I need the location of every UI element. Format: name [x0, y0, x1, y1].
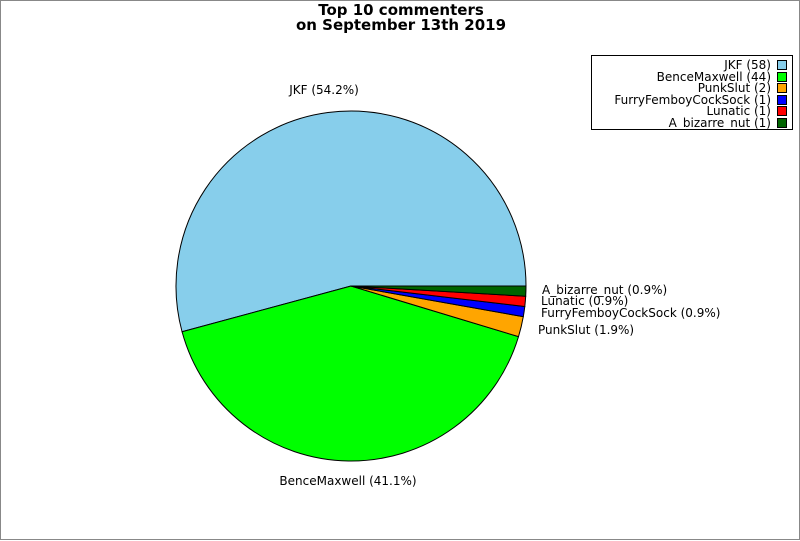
legend-swatch	[777, 117, 787, 128]
chart-title-line-2: on September 13th 2019	[295, 16, 507, 34]
legend-label: JKF (58)	[724, 58, 771, 72]
legend-label: PunkSlut (2)	[697, 81, 771, 95]
legend-item-Lunatic: Lunatic (1)	[706, 104, 787, 118]
chart-title: Top 10 commenters on September 13th 2019	[1, 3, 800, 33]
legend-item-BenceMaxwell: BenceMaxwell (44)	[657, 71, 787, 83]
legend-label: Lunatic (1)	[706, 104, 772, 118]
slice-label-Lunatic: Lunatic (0.9%)	[541, 294, 628, 308]
legend-item-FurryFemboyCockSock: FurryFemboyCockSock (1)	[614, 94, 787, 106]
slice-label-JKF: JKF (54.2%)	[288, 83, 359, 97]
pie-slice-BenceMaxwell	[181, 285, 520, 462]
legend-label: FurryFemboyCockSock (1)	[614, 92, 771, 107]
pie-slice-A_bizarre_nut	[350, 285, 527, 297]
slice-label-A_bizarre_nut: A_bizarre_nut (0.9%)	[542, 283, 667, 297]
slice-label-BenceMaxwell: BenceMaxwell (41.1%)	[279, 474, 416, 488]
legend-swatch	[777, 94, 787, 105]
legend-label: A_bizarre_nut (1)	[668, 115, 771, 130]
legend-item-JKF: JKF (58)	[724, 59, 787, 71]
legend-item-PunkSlut: PunkSlut (2)	[698, 82, 787, 94]
legend-swatch	[777, 83, 787, 93]
legend-swatch	[777, 60, 787, 70]
slice-label-FurryFemboyCockSock: FurryFemboyCockSock (0.9%)	[541, 306, 720, 320]
chart-legend: JKF (58) BenceMaxwell (44) PunkSlut (2) Fur…	[591, 55, 793, 130]
chart-title-line-1: Top 10 commenters	[318, 1, 484, 19]
legend-swatch	[777, 106, 787, 116]
legend-label: BenceMaxwell (44)	[656, 69, 771, 84]
legend-swatch	[777, 71, 787, 82]
pie-slice-JKF	[175, 110, 527, 333]
legend-item-A_bizarre_nut: A_bizarre_nut (1)	[669, 117, 787, 129]
slice-label-PunkSlut: PunkSlut (1.9%)	[538, 323, 634, 337]
